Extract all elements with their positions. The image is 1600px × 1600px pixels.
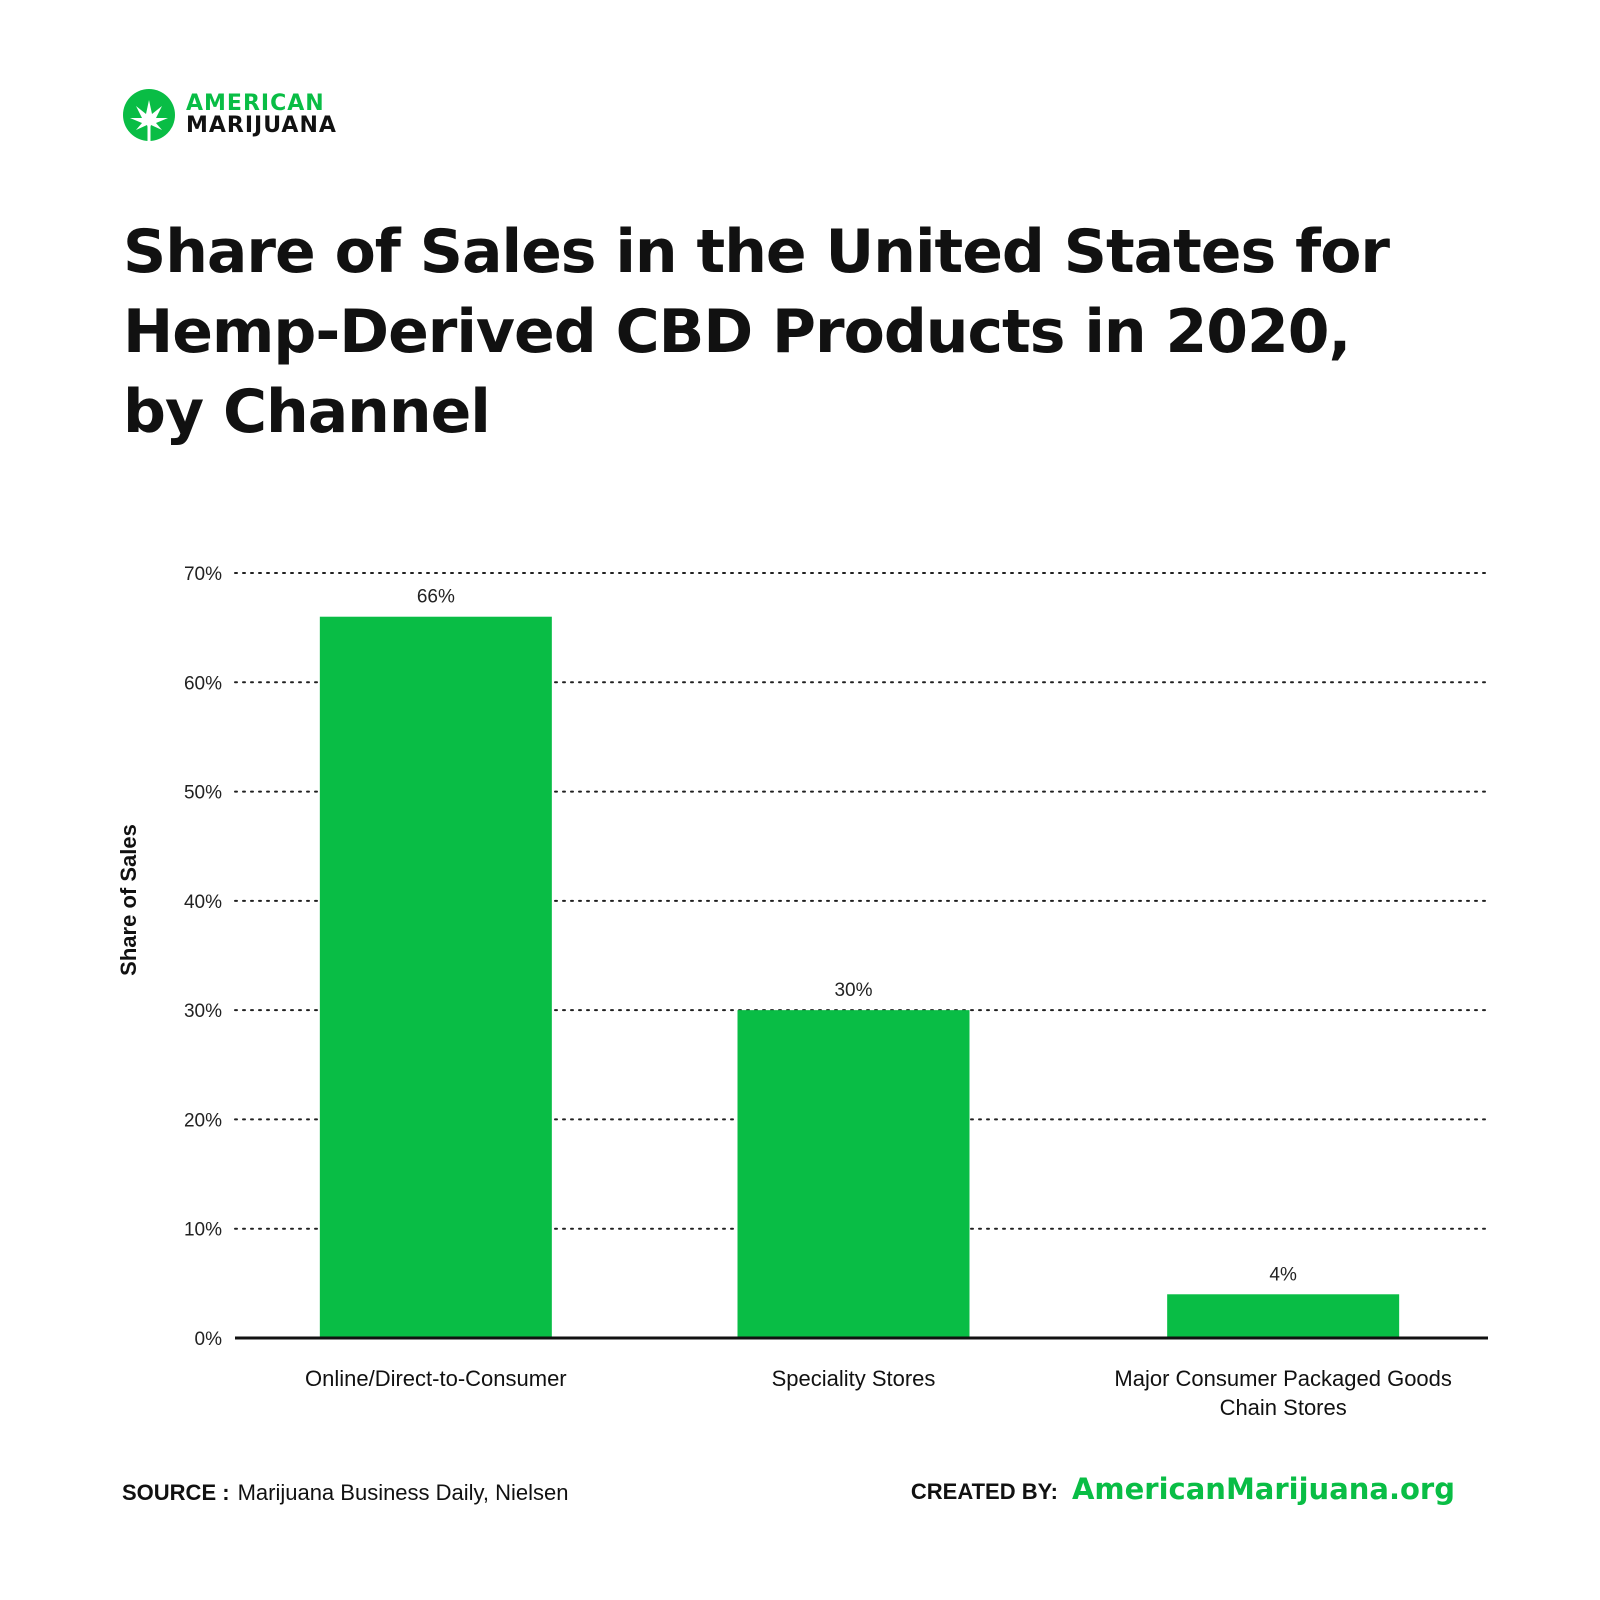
data-label: 66% [417, 587, 455, 608]
y-tick-label: 10% [184, 1220, 222, 1241]
created-by-note: CREATED BY: AmericanMarijuana.org [911, 1472, 1455, 1506]
brand-logo: AMERICAN MARIJUANA [122, 88, 337, 142]
y-tick-label: 20% [184, 1110, 222, 1131]
y-tick-label: 50% [184, 783, 222, 804]
y-tick-label: 70% [184, 564, 222, 585]
source-text: Marijuana Business Daily, Nielsen [237, 1480, 569, 1505]
brand-line2: MARIJUANA [186, 113, 337, 138]
y-axis-label: Share of Sales [116, 824, 141, 976]
x-tick-label: Major Consumer Packaged Goods [1114, 1366, 1452, 1391]
brand-line1: AMERICAN [186, 91, 325, 116]
cannabis-leaf-icon [123, 89, 175, 142]
bar [1167, 1294, 1400, 1338]
created-by-site: AmericanMarijuana.org [1071, 1472, 1455, 1506]
y-tick-label: 30% [184, 1001, 222, 1022]
source-label: SOURCE : [122, 1480, 230, 1505]
chart-title: Share of Sales in the United States for … [123, 217, 1390, 447]
bar [737, 1010, 970, 1338]
y-tick-label: 60% [184, 673, 222, 694]
x-tick-label: Speciality Stores [772, 1366, 936, 1391]
data-label: 4% [1269, 1264, 1297, 1285]
brand-wordmark: AMERICAN MARIJUANA [186, 93, 337, 137]
bar [319, 616, 552, 1338]
created-by-label: CREATED BY: [910, 1479, 1058, 1504]
data-label: 30% [834, 980, 872, 1001]
y-tick-label: 40% [184, 892, 222, 913]
x-tick-label: Online/Direct-to-Consumer [305, 1366, 567, 1391]
y-tick-label: 0% [195, 1329, 223, 1350]
source-note: SOURCE : Marijuana Business Daily, Nielse… [122, 1480, 569, 1506]
x-tick-label: Chain Stores [1220, 1395, 1347, 1420]
